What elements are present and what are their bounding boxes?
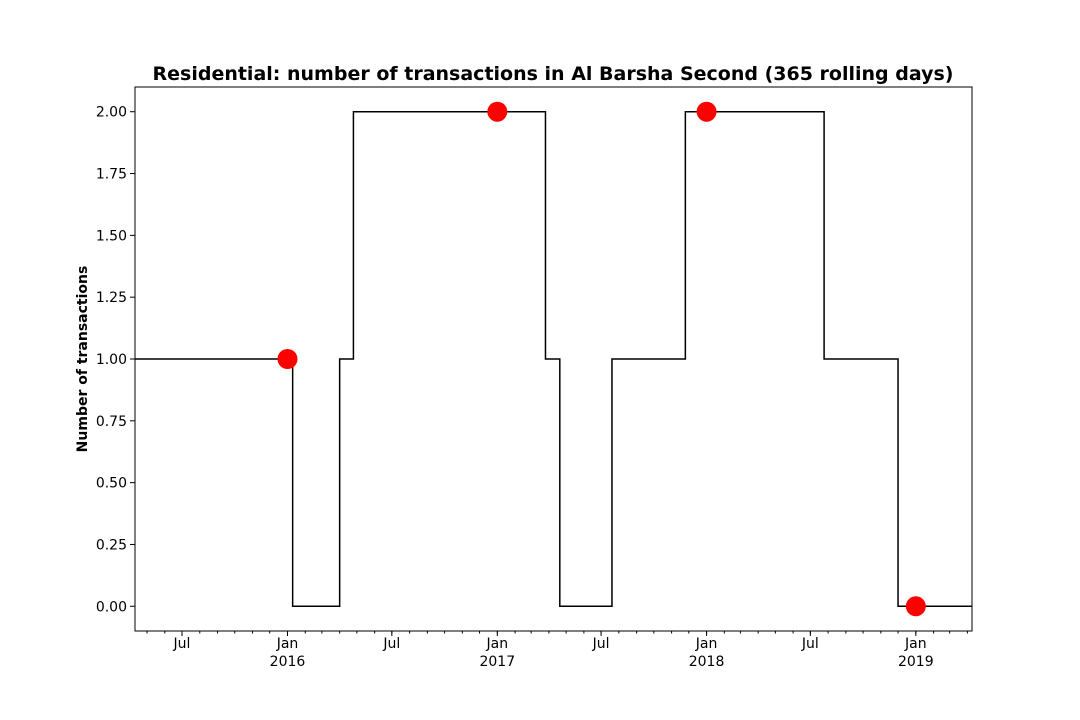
series-layer	[135, 101, 972, 617]
y-axis-ticks: 0.00 0.25 0.50 0.75 1.00 1.25 1.50 1.75 2.00	[96, 105, 135, 615]
y-tick-label: 0.75	[96, 414, 127, 430]
x-axis-ticks: Jul Jan 2016 Jul Jan 2017 Jul Jan 2018 Jul Jan 2019	[146, 631, 968, 670]
y-axis-label: Number of transactions	[75, 266, 91, 453]
x-tick-label: Jan	[695, 636, 718, 652]
y-tick-label: 1.75	[96, 167, 127, 183]
x-tick-year-label: 2016	[270, 654, 306, 670]
y-tick-label: 1.25	[96, 290, 127, 306]
y-tick-label: 2.00	[96, 105, 127, 121]
x-tick-year-label: 2018	[689, 654, 725, 670]
step-line-transactions	[135, 110, 972, 608]
x-tick-label: Jul	[382, 636, 400, 652]
x-tick-label: Jan	[276, 636, 299, 652]
x-tick-label: Jul	[173, 636, 191, 652]
y-tick-label: 1.00	[96, 352, 127, 368]
highlight-marker	[905, 596, 926, 617]
x-tick-label: Jan	[904, 636, 927, 652]
x-tick-year-label: 2019	[898, 654, 934, 670]
y-tick-label: 0.50	[96, 476, 127, 492]
x-tick-year-label: 2017	[479, 654, 515, 670]
x-tick-label: Jul	[801, 636, 819, 652]
x-tick-label: Jul	[592, 636, 610, 652]
chart-title: Residential: number of transactions in A…	[153, 63, 954, 85]
y-tick-label: 0.00	[96, 599, 127, 615]
highlight-marker	[696, 101, 717, 122]
x-tick-label: Jan	[486, 636, 509, 652]
highlight-marker	[487, 101, 508, 122]
y-tick-label: 0.25	[96, 537, 127, 553]
highlight-marker	[277, 349, 298, 369]
y-tick-label: 1.50	[96, 228, 127, 244]
